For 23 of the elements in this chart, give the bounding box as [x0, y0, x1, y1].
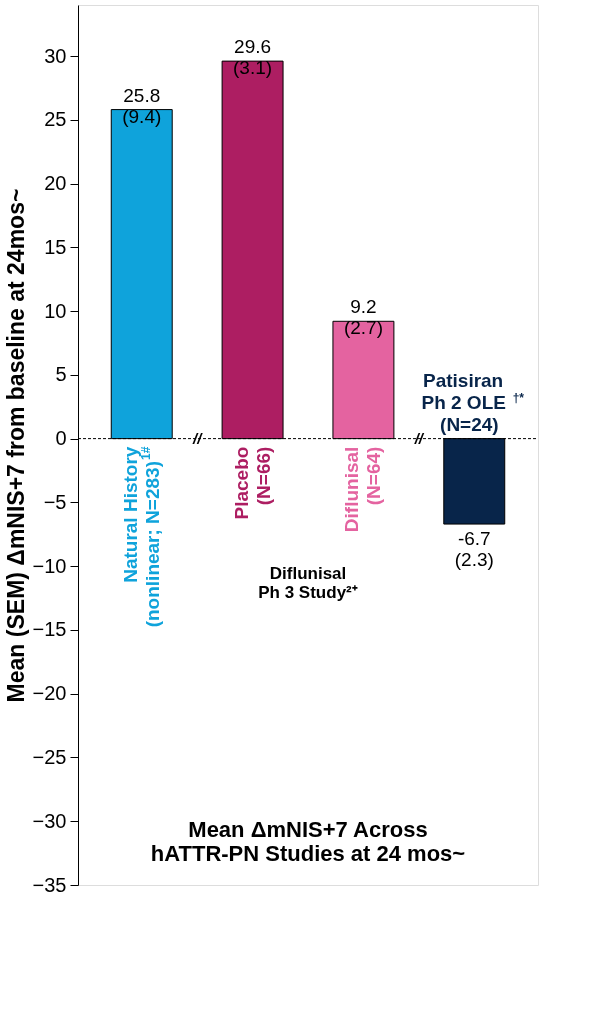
y-tick-label: −25: [32, 745, 67, 768]
data-label: 29.6 (3.1): [233, 36, 273, 79]
y-tick-label: −5: [43, 490, 67, 513]
y-tick-label: 10: [44, 299, 67, 322]
data-label: 25.8 (9.4): [122, 84, 162, 127]
y-tick-label: −15: [32, 618, 67, 641]
y-tick-label: 5: [55, 363, 67, 386]
y-tick-label: 15: [44, 235, 67, 258]
x-tick-label: Diflunisal (N=64): [341, 446, 385, 533]
y-tick-label: −20: [32, 682, 67, 705]
y-tick-label: 20: [44, 172, 67, 195]
y-tick-label: −35: [32, 873, 67, 896]
y-tick-label: −30: [32, 809, 67, 832]
data-label: 9.2 (2.7): [343, 296, 383, 339]
y-tick-label: 25: [44, 108, 67, 131]
y-tick-label: 0: [55, 427, 67, 450]
y-axis-title: Mean (SEM) ΔmNIS+7 from baseline at 24mos~: [2, 188, 29, 703]
y-tick-label: 30: [44, 44, 67, 67]
text: Mean ΔmNIS+7 Across hATTR-PN Studies at 24 mos~: [150, 817, 466, 866]
x-tick-label: Placebo (N=66): [230, 446, 274, 520]
y-tick-label: −10: [32, 554, 67, 577]
annotation: Diflunisal Ph 3 Study²⁺: [258, 564, 358, 603]
data-label: -6.7 (2.3): [454, 528, 494, 571]
